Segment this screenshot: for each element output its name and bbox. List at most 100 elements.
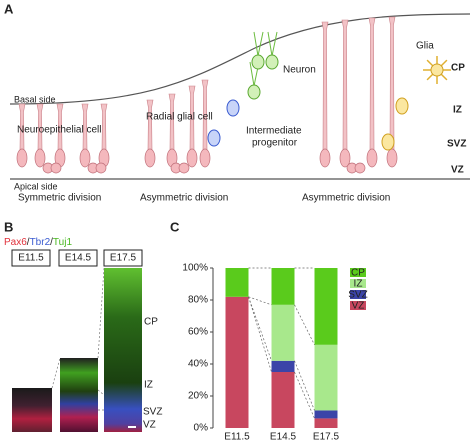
stage-label: E11.5 <box>18 253 44 264</box>
radial-fiber <box>388 16 396 151</box>
connector <box>294 360 315 411</box>
separator: / <box>27 237 30 248</box>
micrograph <box>12 388 52 432</box>
scale-bar <box>128 426 136 428</box>
separator: / <box>50 237 53 248</box>
connector <box>294 304 315 345</box>
progenitor <box>207 129 221 147</box>
connector <box>248 296 272 373</box>
neurite <box>253 31 264 57</box>
legend-label: VZ <box>352 301 365 312</box>
glial-progenitor <box>395 97 409 115</box>
legend-swatch <box>350 301 366 310</box>
bar-segment <box>225 296 249 428</box>
progenitor <box>226 99 240 117</box>
radial-fiber <box>368 17 376 151</box>
bar-segment <box>314 418 338 428</box>
y-tick-label: 100% <box>182 263 208 274</box>
cell-label: Neuroepithelial cell <box>17 125 102 136</box>
radial-fiber <box>146 99 154 151</box>
panel-label: C <box>170 219 180 234</box>
nucleus-cell <box>199 148 211 168</box>
stacked-bar-chart: 0% 20% 40% 60% 80% 100% E11.5 E14.5 E17.5 CPIZSVZ… <box>182 263 367 443</box>
neuron <box>251 54 265 70</box>
stain: Tbr2 <box>30 237 51 248</box>
cell-label: Radial glial cell <box>146 112 213 123</box>
dividing-cell <box>50 162 62 174</box>
glial-progenitor <box>381 133 395 151</box>
zone-label: VZ <box>451 165 464 176</box>
division-label: Asymmetric division <box>302 193 390 204</box>
bar-segment <box>271 304 295 361</box>
connectors <box>51 267 105 411</box>
basal-label: Basal side <box>14 94 56 104</box>
micrograph <box>60 358 98 432</box>
division-label: Asymmetric division <box>140 193 228 204</box>
legend-swatch <box>350 279 366 288</box>
y-tick-label: 60% <box>188 327 208 338</box>
y-tick-label: 80% <box>188 295 208 306</box>
legend-label: SVZ <box>348 290 367 301</box>
cell-label: progenitor <box>252 138 298 149</box>
nucleus-cell <box>366 148 378 168</box>
zone-label: CP <box>451 63 465 74</box>
connector <box>294 371 315 419</box>
nucleus-cell <box>16 148 28 168</box>
nucleus-cell <box>319 148 331 168</box>
x-tick-label: E14.5 <box>270 432 297 443</box>
nucleus-cell <box>79 148 91 168</box>
cell-label: Glia <box>416 41 434 52</box>
legend-label: IZ <box>354 279 363 290</box>
bar-segment <box>271 268 295 305</box>
legend-swatch <box>350 268 366 277</box>
stage-label: E17.5 <box>110 253 137 264</box>
division-label: Symmetric division <box>18 193 101 204</box>
zone-label: CP <box>144 317 158 328</box>
y-tick-label: 20% <box>188 391 208 402</box>
stage-box <box>11 249 51 267</box>
bar-segment <box>225 268 249 297</box>
stage-box <box>58 249 98 267</box>
stain: Pax6 <box>4 237 27 248</box>
nucleus-cell <box>339 148 351 168</box>
bar-segment <box>314 344 338 411</box>
zone-label: SVZ <box>143 407 162 418</box>
bar-segment <box>271 360 295 372</box>
y-tick-label: 40% <box>188 359 208 370</box>
stage-label: E14.5 <box>65 253 92 264</box>
connector <box>248 296 272 306</box>
zone-label: SVZ <box>447 139 466 150</box>
legend-swatch <box>350 290 366 299</box>
glia <box>430 63 444 77</box>
dividing-cell <box>178 162 190 174</box>
bar-segment <box>271 372 295 428</box>
neuron <box>247 84 261 100</box>
micrograph <box>104 268 142 432</box>
dividing-cell <box>95 162 107 174</box>
basal-surface <box>9 13 471 105</box>
x-tick-label: E17.5 <box>313 432 340 443</box>
cell-label: Intermediate <box>246 126 302 137</box>
stain-legend: Pax6/Tbr2/Tuj1 <box>4 237 72 248</box>
y-tick-label: 0% <box>194 423 209 434</box>
apical-label: Apical side <box>14 181 58 191</box>
bar-segment <box>314 410 338 419</box>
stage-box <box>103 249 143 267</box>
neurite <box>267 31 278 57</box>
zone-label: IZ <box>144 380 153 391</box>
dividing-cell <box>354 162 366 174</box>
nucleus-cell <box>34 148 46 168</box>
stain: Tuj1 <box>53 237 73 248</box>
radial-fiber <box>341 19 349 151</box>
zone-label: VZ <box>143 420 156 431</box>
nucleus-cell <box>144 148 156 168</box>
panel-label: B <box>4 219 13 234</box>
cell-label: Neuron <box>283 65 316 76</box>
radial-fiber <box>321 21 329 151</box>
legend-label: CP <box>351 268 365 279</box>
radial-fiber <box>100 103 108 151</box>
neuron <box>265 54 279 70</box>
bar-segment <box>314 268 338 345</box>
nucleus-cell <box>186 148 198 168</box>
x-tick-label: E11.5 <box>224 432 250 443</box>
